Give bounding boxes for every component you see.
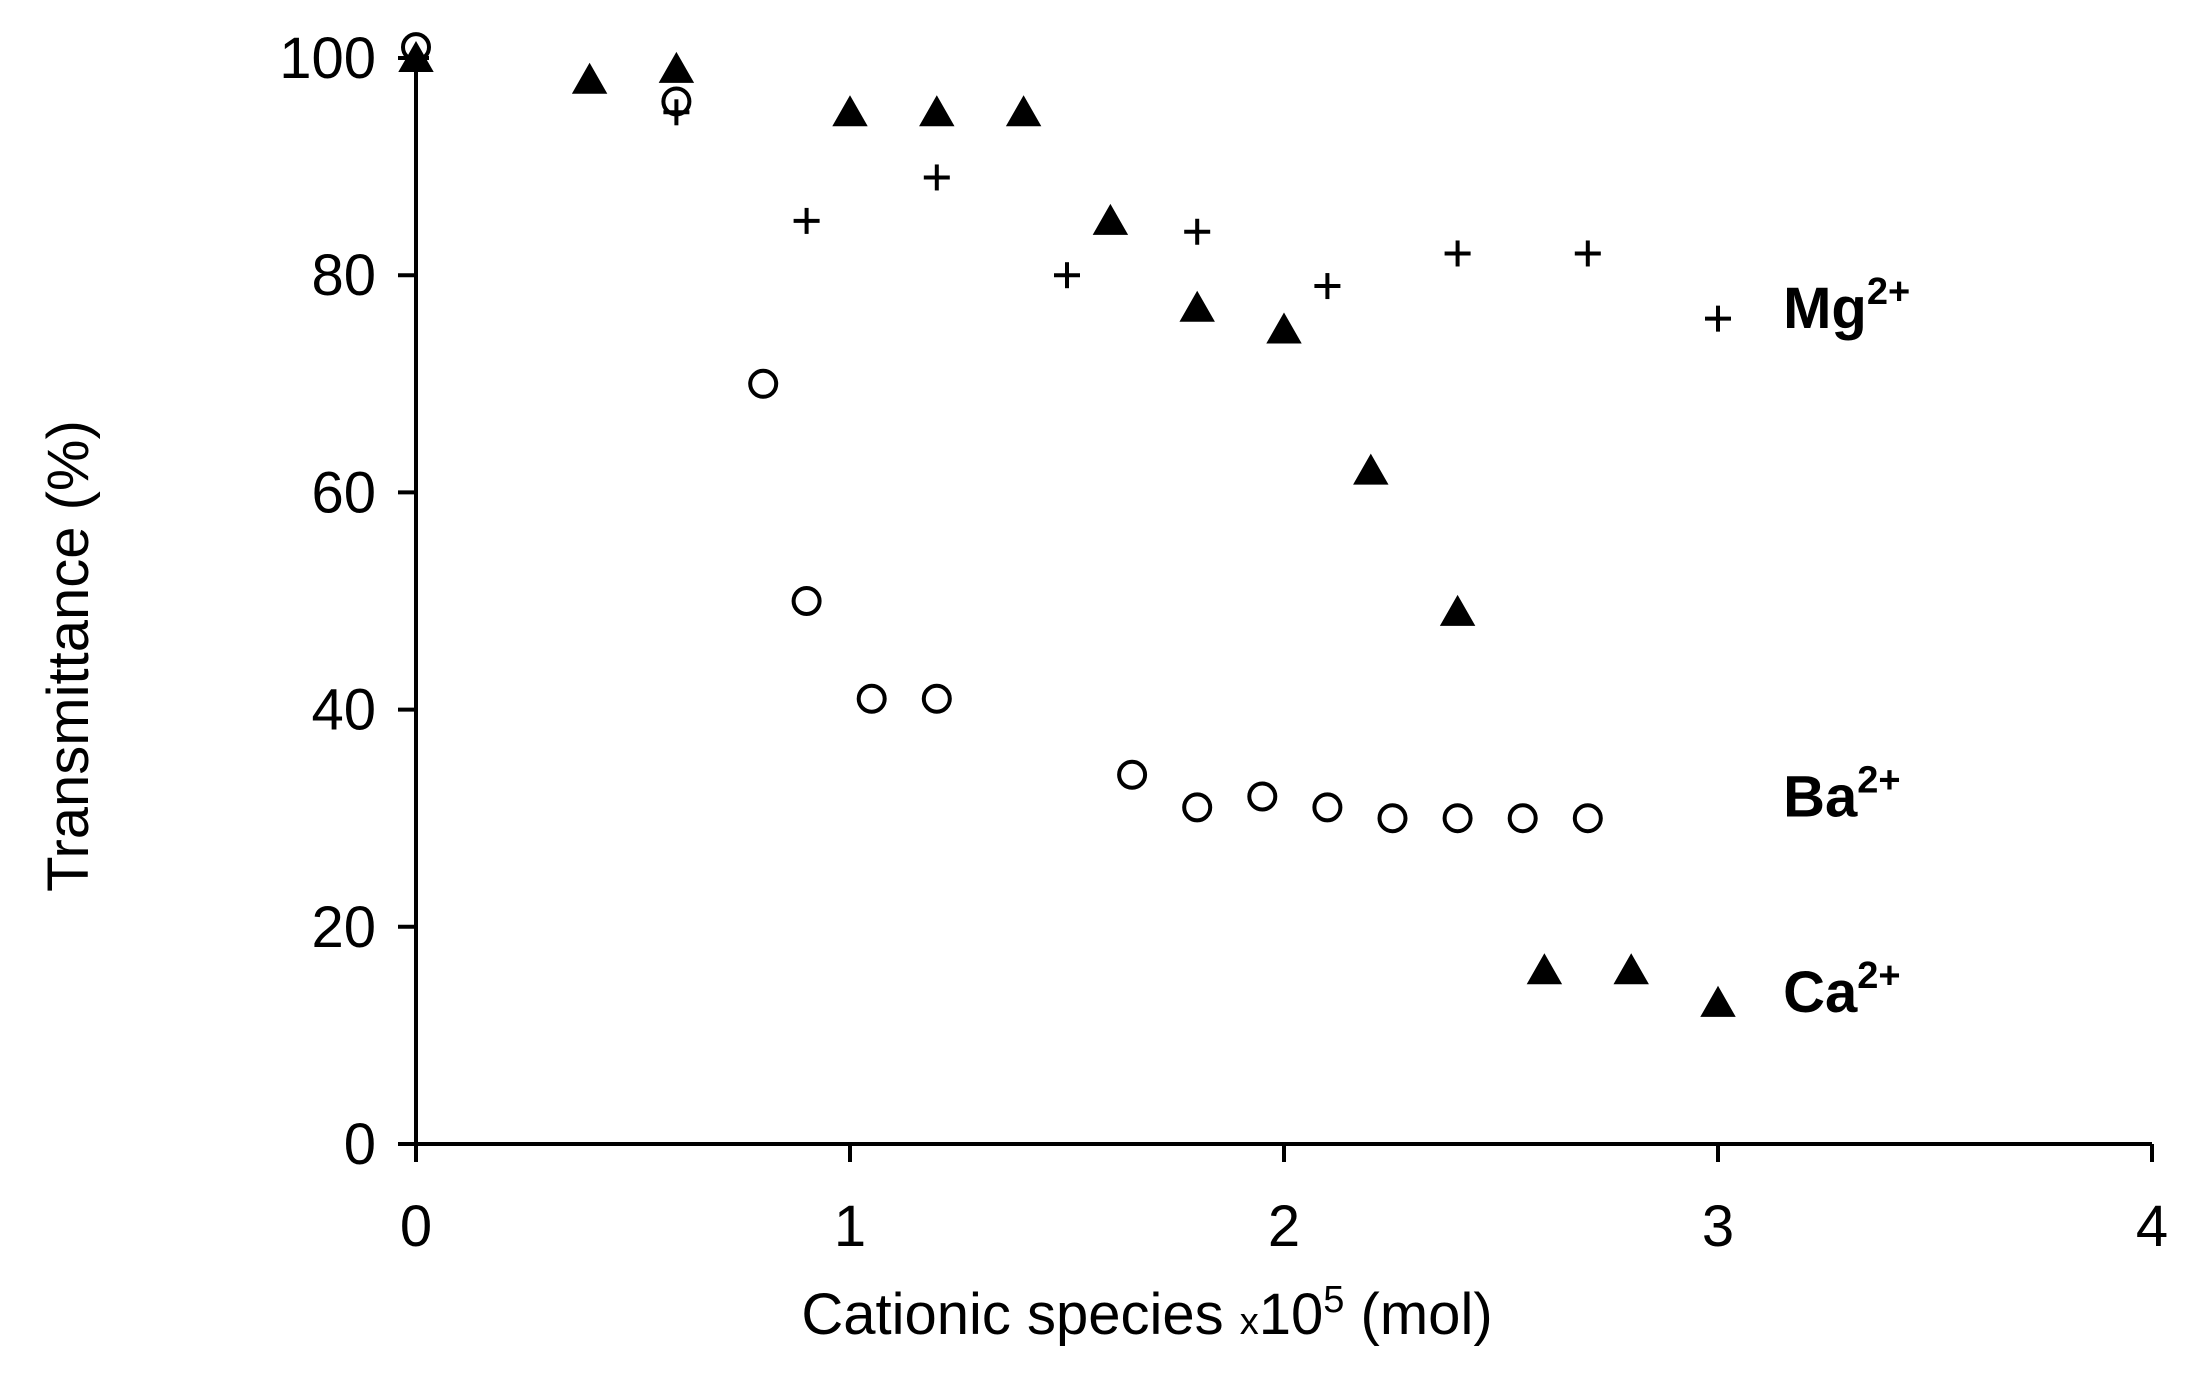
series-label-ca-charge: 2+ (1857, 955, 1900, 997)
ca-point-6 (1005, 95, 1042, 127)
ba-point-5 (856, 683, 887, 714)
series-label-ba-charge: 2+ (1857, 759, 1900, 801)
mg-point-10 (1705, 305, 1731, 332)
ba-point-4 (791, 586, 822, 616)
x-axis-title-suffix: (mol) (1344, 1282, 1492, 1347)
y-axis-title: Transmittance (%) (36, 420, 101, 892)
series-label-mg: Mg2+ (1783, 271, 1910, 341)
ba-point-3 (748, 368, 779, 399)
x-axis-title-multiplier: x (1240, 1301, 1259, 1343)
ca-point-9 (1266, 312, 1302, 344)
series-label-ca-base: Ca (1783, 960, 1858, 1025)
mg-point-3 (793, 207, 820, 234)
ca-point-3 (658, 51, 695, 83)
ba-point-7 (1117, 759, 1148, 790)
series-label-mg-base: Mg (1783, 276, 1867, 341)
mg-point-6 (1184, 218, 1211, 245)
series-label-ba: Ba2+ (1783, 759, 1900, 829)
x-tick-label-4: 4 (2136, 1194, 2168, 1259)
ba-point-12 (1442, 803, 1473, 834)
x-axis-title-exponent: 5 (1323, 1279, 1344, 1321)
ca-point-8 (1179, 290, 1215, 322)
ba-point-10 (1312, 792, 1343, 823)
series-label-mg-charge: 2+ (1867, 271, 1910, 313)
series-labels: Mg2+Ba2+Ca2+ (1783, 271, 1910, 1025)
x-axis-title-base: 10 (1259, 1282, 1324, 1347)
ca-point-12 (1526, 953, 1563, 985)
ca-point-1 (398, 40, 434, 72)
ca-point-5 (919, 95, 955, 127)
y-tick-label-40: 40 (311, 678, 376, 743)
ba-point-6 (921, 683, 952, 714)
x-axis-title: Cationic species x105 (mol) (801, 1279, 1492, 1347)
mg-point-7 (1314, 273, 1341, 300)
ba-point-2 (661, 86, 692, 117)
ca-point-13 (1613, 953, 1649, 985)
ba-point-11 (1377, 803, 1408, 834)
ba-point-14 (1572, 803, 1603, 834)
axis-ticks: 0 20 40 60 80 100 0 1 2 3 4 (279, 26, 2168, 1259)
series-label-ba-base: Ba (1783, 764, 1858, 829)
y-tick-label-60: 60 (311, 460, 376, 525)
data-points (398, 32, 1736, 1017)
ca-point-11 (1439, 594, 1476, 626)
ca-point-10 (1353, 453, 1389, 485)
ba-point-13 (1507, 803, 1538, 834)
x-tick-label-3: 3 (1702, 1194, 1734, 1259)
x-tick-label-1: 1 (834, 1194, 866, 1259)
y-tick-label-80: 80 (311, 243, 376, 308)
mg-point-8 (1444, 240, 1471, 267)
x-tick-label-2: 2 (1268, 1194, 1300, 1259)
mg-point-9 (1574, 240, 1601, 267)
x-tick-label-0: 0 (400, 1194, 432, 1259)
y-tick-label-100: 100 (279, 26, 376, 91)
ca-point-2 (571, 62, 608, 94)
x-axis-title-prefix: Cationic species (801, 1282, 1239, 1347)
ba-point-8 (1182, 792, 1213, 823)
y-tick-label-0: 0 (344, 1112, 376, 1177)
series-label-ca: Ca2+ (1783, 955, 1900, 1025)
ca-point-4 (832, 95, 868, 127)
mg-point-4 (923, 164, 950, 191)
ba-point-9 (1247, 781, 1278, 812)
mg-point-5 (1054, 262, 1080, 289)
ca-point-14 (1700, 985, 1736, 1017)
y-tick-label-20: 20 (311, 895, 376, 960)
ca-point-7 (1092, 203, 1129, 235)
